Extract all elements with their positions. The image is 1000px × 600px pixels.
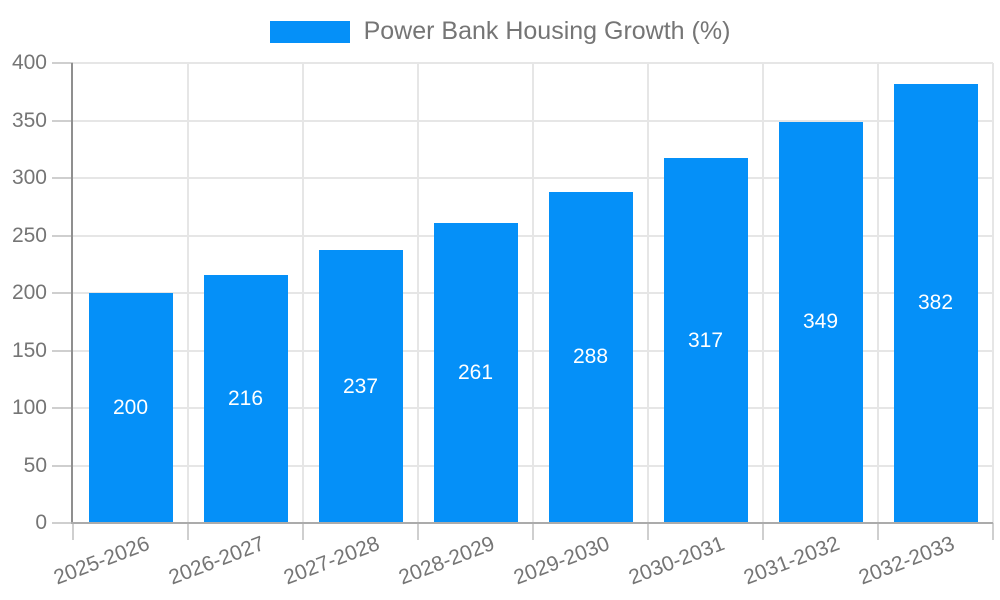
y-tick-mark: [52, 349, 73, 352]
x-axis-tick-label: 2026-2027: [165, 532, 268, 590]
chart-title: Power Bank Housing Growth (%): [363, 17, 731, 45]
x-tick-mark: [762, 523, 764, 540]
x-axis-tick-label: 2031-2032: [740, 532, 843, 590]
bar-value-label: 288: [572, 345, 609, 369]
x-tick-mark: [187, 523, 189, 540]
x-axis-tick-label: 2025-2026: [50, 532, 153, 590]
bar: [433, 222, 518, 523]
x-gridline: [992, 63, 994, 523]
x-axis-tick-label: 2029-2030: [510, 532, 613, 590]
x-gridline: [187, 63, 189, 523]
x-tick-mark: [877, 523, 879, 540]
y-axis-tick-label: 150: [11, 338, 47, 362]
y-axis-tick-label: 100: [11, 396, 47, 419]
bar: [548, 191, 633, 523]
bar-value-label: 216: [227, 386, 264, 410]
x-axis-tick-label: 2027-2028: [280, 532, 383, 590]
y-axis-tick-label: 50: [23, 453, 47, 477]
x-gridline: [647, 63, 649, 523]
bar: [318, 250, 403, 523]
bar-value-label: 237: [342, 374, 379, 398]
chart-legend: Power Bank Housing Growth (%): [0, 17, 1000, 46]
x-axis-tick-label: 2032-2033: [855, 532, 958, 590]
x-tick-mark: [647, 523, 649, 540]
y-tick-mark: [52, 177, 73, 179]
y-tick-mark: [52, 522, 73, 524]
bar-value-label: 382: [917, 291, 954, 315]
x-gridline: [762, 63, 764, 523]
bar-value-label: 200: [112, 396, 149, 419]
x-tick-mark: [992, 523, 994, 540]
x-axis-tick-label: 2030-2031: [625, 532, 728, 590]
y-tick-mark: [52, 234, 73, 237]
y-tick-mark: [52, 464, 73, 467]
bar: [203, 274, 288, 523]
bar: [663, 158, 748, 523]
bar: [88, 293, 173, 523]
y-tick-mark: [52, 292, 73, 294]
bar-value-label: 261: [457, 360, 494, 384]
y-axis-tick-label: 350: [11, 108, 47, 132]
x-gridline: [302, 63, 304, 523]
y-axis-tick-label: 200: [11, 281, 47, 304]
y-tick-mark: [52, 62, 73, 64]
x-gridline: [877, 63, 879, 523]
x-axis-tick-label: 2028-2029: [395, 532, 498, 590]
legend-swatch: [269, 20, 350, 43]
y-axis-tick-label: 300: [11, 166, 47, 189]
y-tick-mark: [52, 119, 73, 122]
y-tick-mark: [52, 407, 73, 409]
x-tick-mark: [72, 523, 74, 540]
bar-value-label: 317: [687, 328, 724, 352]
y-axis-tick-label: 250: [11, 223, 47, 247]
x-axis-line: [71, 522, 993, 524]
y-axis-line: [71, 63, 73, 523]
y-axis-tick-label: 400: [11, 51, 47, 74]
x-tick-mark: [532, 523, 534, 540]
bar: [893, 83, 978, 523]
y-axis-tick-label: 0: [35, 511, 47, 534]
bar: [778, 121, 863, 523]
x-gridline: [532, 63, 534, 523]
bar-value-label: 349: [802, 310, 839, 334]
x-tick-mark: [302, 523, 304, 540]
x-gridline: [417, 63, 419, 523]
x-tick-mark: [417, 523, 419, 540]
